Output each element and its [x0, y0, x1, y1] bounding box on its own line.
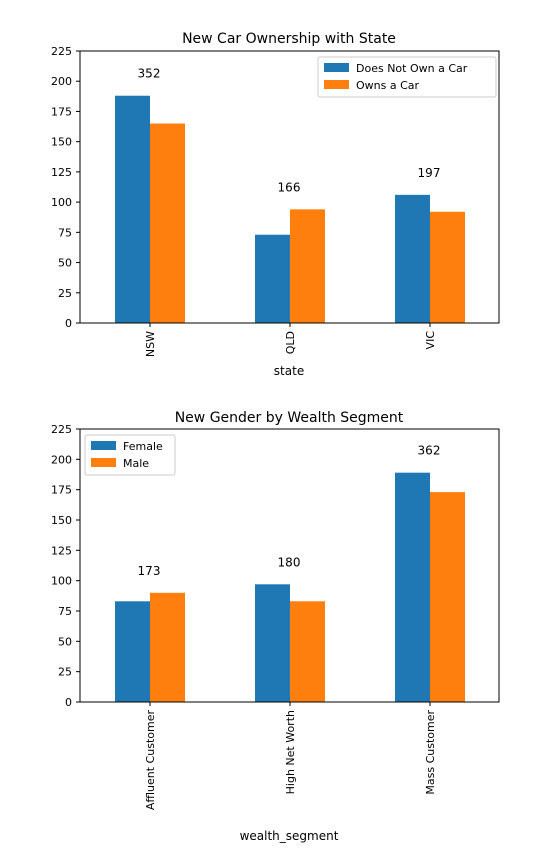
y-tick-label: 175	[51, 484, 72, 497]
y-tick-label: 200	[51, 453, 72, 466]
x-axis-label: wealth_segment	[240, 829, 339, 843]
bar	[150, 592, 185, 702]
bar	[430, 211, 465, 323]
data-label: 352	[138, 67, 161, 81]
legend-swatch	[324, 63, 349, 72]
y-tick-label: 225	[51, 45, 72, 58]
x-tick-label: High Net Worth	[284, 710, 297, 794]
bar	[150, 123, 185, 324]
y-tick-label: 25	[58, 666, 72, 679]
data-label: 180	[278, 555, 301, 569]
y-tick-label: 125	[51, 544, 72, 557]
legend-swatch	[91, 458, 116, 467]
bar	[395, 472, 430, 702]
bar	[255, 584, 290, 702]
y-tick-label: 100	[51, 575, 72, 588]
x-tick-label: VIC	[424, 331, 437, 350]
bar	[395, 194, 430, 323]
y-tick-label: 0	[65, 317, 72, 330]
chart-title: New Gender by Wealth Segment	[175, 410, 404, 426]
chart-title: New Car Ownership with State	[182, 31, 396, 47]
y-tick-label: 75	[58, 605, 72, 618]
x-tick-label: NSW	[144, 331, 157, 357]
y-tick-label: 150	[51, 136, 72, 149]
legend-box	[317, 56, 497, 98]
bar	[290, 601, 325, 702]
legend-label: Male	[123, 457, 149, 470]
y-tick-label: 175	[51, 105, 72, 118]
x-tick-label: QLD	[284, 331, 297, 354]
data-label: 173	[138, 564, 161, 578]
bar	[290, 209, 325, 323]
y-tick-label: 0	[65, 696, 72, 709]
legend-label: Does Not Own a Car	[356, 62, 468, 75]
y-tick-label: 225	[51, 423, 72, 436]
legend-label: Owns a Car	[356, 79, 420, 92]
data-label: 362	[418, 444, 441, 458]
x-tick-label: Mass Customer	[424, 710, 437, 795]
y-tick-label: 75	[58, 226, 72, 239]
legend-label: Female	[123, 440, 163, 453]
x-axis-label: state	[274, 364, 304, 378]
bar	[430, 492, 465, 702]
x-tick-label: Affluent Customer	[144, 710, 157, 811]
chart-gender-by-wealth-segment: New Gender by Wealth Segment wealth_segm…	[51, 410, 500, 843]
y-tick-label: 125	[51, 166, 72, 179]
legend-swatch	[91, 441, 116, 450]
bar	[115, 95, 150, 324]
y-tick-label: 25	[58, 287, 72, 300]
bar	[255, 234, 290, 323]
data-label: 197	[418, 166, 441, 180]
y-tick-label: 150	[51, 514, 72, 527]
chart-car-ownership-by-state: New Car Ownership with State state 352 16…	[51, 31, 500, 378]
y-tick-label: 100	[51, 196, 72, 209]
legend-swatch	[324, 80, 349, 89]
data-label: 166	[278, 180, 301, 194]
y-tick-label: 50	[58, 635, 72, 648]
y-tick-label: 50	[58, 257, 72, 270]
y-tick-label: 200	[51, 75, 72, 88]
bar	[115, 601, 150, 702]
